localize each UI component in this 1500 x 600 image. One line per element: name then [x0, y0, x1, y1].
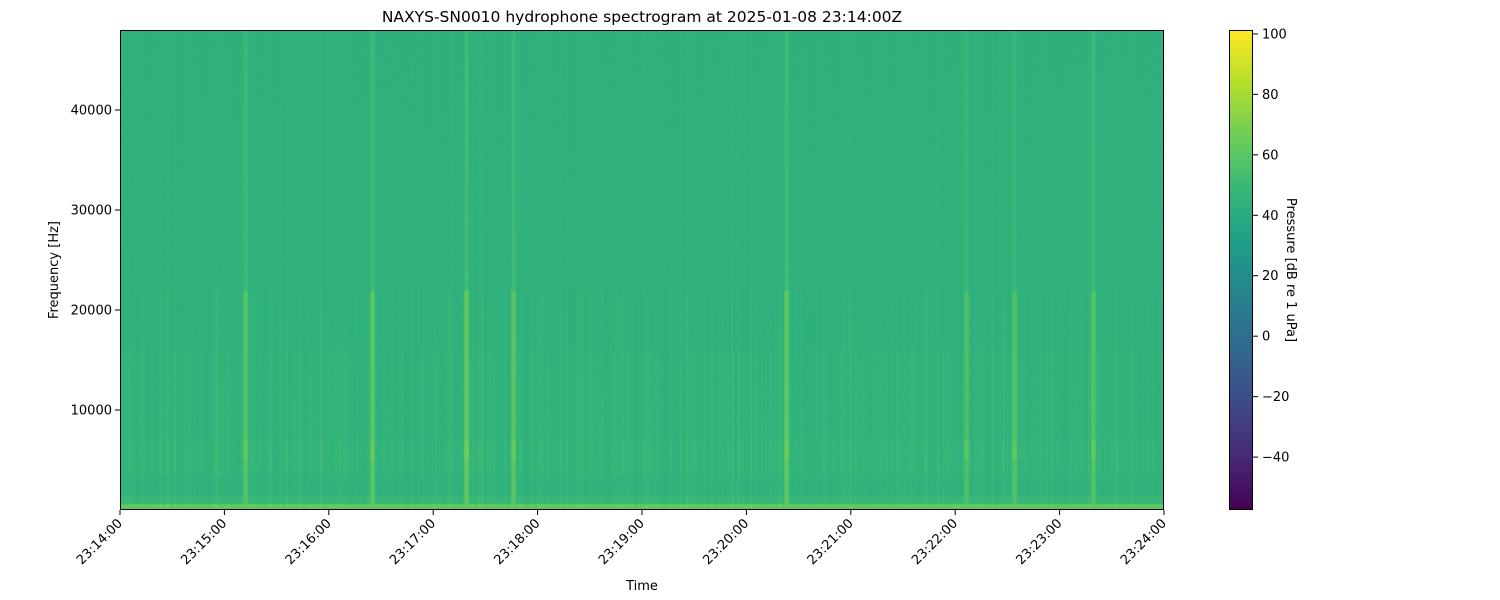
x-tick-label: 23:14:00	[74, 516, 126, 568]
x-axis: 23:14:00 23:15:00 23:16:00 23:17:00 23:18:00…	[74, 510, 1170, 568]
x-tick-label: 23:15:00	[178, 516, 230, 568]
colorbar-label: Pressure [dB re 1 uPa]	[1283, 198, 1298, 342]
colorbar-gradient	[1229, 30, 1253, 510]
y-axis: 10000 20000 30000 40000	[71, 104, 120, 419]
colorbar-tick-label: 0	[1262, 330, 1270, 345]
colorbar-tick-label: −40	[1262, 451, 1289, 466]
x-tick-label: 23:23:00	[1014, 516, 1066, 568]
x-tick-label: 23:21:00	[805, 516, 857, 568]
spectrogram-image	[120, 30, 1164, 510]
colorbar-axis: −40 −20 0 20 40 60 80 100	[1253, 27, 1289, 466]
x-tick-label: 23:19:00	[596, 516, 648, 568]
x-tick-label: 23:18:00	[492, 516, 544, 568]
y-axis-label: Frequency [Hz]	[47, 221, 62, 319]
x-tick-label: 23:17:00	[387, 516, 439, 568]
colorbar-tick-label: 20	[1262, 269, 1279, 284]
y-tick-label: 40000	[71, 104, 112, 119]
colorbar-frame	[1229, 30, 1253, 510]
chart-title: NAXYS-SN0010 hydrophone spectrogram at 2…	[382, 8, 902, 26]
y-tick-label: 20000	[71, 304, 112, 319]
colorbar-tick-label: 60	[1262, 148, 1279, 163]
x-axis-label: Time	[625, 579, 658, 594]
colorbar-tick-label: 80	[1262, 88, 1279, 103]
plot-frame	[120, 30, 1164, 510]
x-tick-label: 23:16:00	[283, 516, 335, 568]
x-tick-label: 23:22:00	[909, 516, 961, 568]
y-tick-label: 10000	[71, 404, 112, 419]
y-tick-label: 30000	[71, 204, 112, 219]
colorbar-tick-label: 100	[1262, 27, 1287, 42]
x-tick-label: 23:20:00	[700, 516, 752, 568]
x-tick-label: 23:24:00	[1118, 516, 1170, 568]
colorbar-tick-label: 40	[1262, 209, 1279, 224]
colorbar-tick-label: −20	[1262, 390, 1289, 405]
